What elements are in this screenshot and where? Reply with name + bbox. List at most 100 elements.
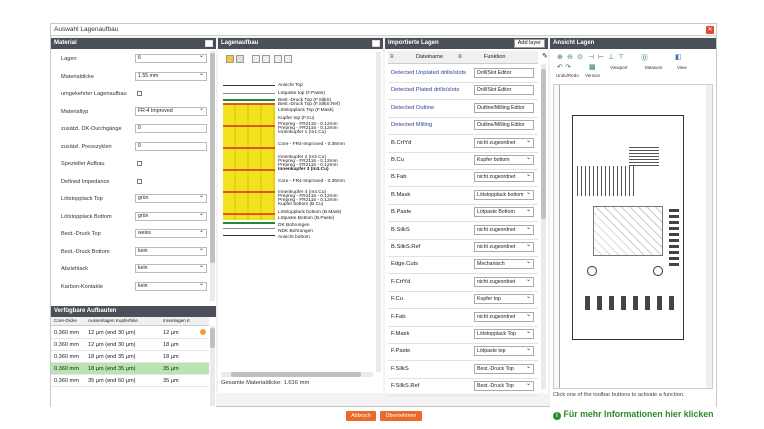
editor-button[interactable]: Drill/Slot Editor bbox=[474, 85, 534, 96]
layer-label[interactable]: Innenkupfer 3 (In3.Cu) bbox=[278, 167, 329, 172]
apply-button[interactable]: Übernehmen bbox=[380, 411, 422, 421]
material-input[interactable]: 0 bbox=[135, 124, 207, 133]
function-select[interactable]: nicht zugeordnet bbox=[474, 137, 534, 148]
material-select[interactable]: FR-4 Improved bbox=[135, 106, 207, 116]
function-select[interactable]: Best.-Druck Top bbox=[474, 380, 534, 392]
col-function[interactable]: Funktion bbox=[484, 54, 506, 60]
editor-button[interactable]: Outline/Milling Editor bbox=[474, 120, 534, 131]
layer-label[interactable]: Prepreg - FR2116 - 0.12mm bbox=[278, 159, 338, 164]
function-select[interactable]: Lötstopplack bottom bbox=[474, 189, 534, 200]
lagen-vscroll[interactable] bbox=[376, 52, 381, 372]
pan-right-icon[interactable]: ⊢ bbox=[598, 54, 605, 61]
layer-label[interactable]: Ansicht Top bbox=[278, 83, 303, 88]
layer-label[interactable]: Core - FR4-Improved - 0.36mm bbox=[278, 179, 345, 184]
layer-label[interactable]: Lötstopplack Top (F.Mask) bbox=[278, 108, 334, 113]
move-up-icon[interactable] bbox=[252, 55, 260, 63]
col-filename[interactable]: Dateiname bbox=[416, 54, 444, 60]
add-layer-button[interactable]: Add layer bbox=[513, 39, 545, 48]
info-link[interactable]: i Für mehr Informationen hier klicken bbox=[553, 409, 714, 420]
table-row[interactable]: 0.360 mm 35 µm (end 60 µm) 35 µm bbox=[51, 375, 209, 387]
material-checkbox[interactable] bbox=[137, 91, 142, 96]
function-select[interactable]: Kupfer bottom bbox=[474, 154, 534, 165]
material-checkbox[interactable] bbox=[137, 178, 142, 184]
material-select[interactable]: kein bbox=[135, 263, 207, 273]
add-layer-icon[interactable] bbox=[226, 55, 234, 63]
layer-label[interactable]: Lötstopplack bottom (B.Mask) bbox=[278, 210, 342, 215]
editor-button[interactable]: Drill/Slot Editor bbox=[474, 68, 534, 78]
table-row[interactable]: 0.360 mm 12 µm (end 30 µm) 12 µm bbox=[51, 327, 209, 339]
canvas-scrollbar[interactable] bbox=[706, 85, 712, 388]
close-icon[interactable]: ✕ bbox=[706, 26, 714, 34]
sort-icon[interactable]: ≡ bbox=[458, 54, 462, 60]
material-select[interactable]: kein bbox=[135, 246, 207, 256]
layers-view-icon[interactable]: ◧ bbox=[675, 54, 682, 61]
layer-label[interactable]: Kupfer bottom (B.Cu) bbox=[278, 202, 324, 207]
layer-label[interactable]: Prepreg - FR2116 - 0.12mm bbox=[278, 126, 338, 131]
layer-label[interactable]: Kupfer top (F.Cu) bbox=[278, 116, 315, 121]
zoom-fit-icon[interactable]: ⊙ bbox=[577, 54, 583, 61]
layer-label[interactable]: Prepreg - FR2116 - 0.12mm bbox=[278, 194, 338, 199]
layer-label[interactable]: Innenkupfer 4 (In4.Cu) bbox=[278, 190, 326, 195]
maximize-icon[interactable] bbox=[372, 40, 380, 47]
redo-icon[interactable]: ↷ bbox=[565, 64, 571, 71]
function-select[interactable]: nicht zugeordnet bbox=[474, 311, 534, 322]
material-checkbox[interactable] bbox=[137, 161, 142, 166]
material-select[interactable]: grün bbox=[135, 211, 207, 221]
layer-label[interactable]: Core - FR4-Improved - 0.36mm bbox=[278, 142, 345, 147]
layer-bottom-icon[interactable] bbox=[284, 55, 292, 63]
function-select[interactable]: nicht zugeordnet bbox=[474, 276, 534, 287]
layer-label[interactable]: Ansicht bottom bbox=[278, 235, 310, 240]
zoom-in-icon[interactable]: ⊕ bbox=[557, 54, 563, 61]
cancel-button[interactable]: Abbruch bbox=[346, 411, 376, 421]
table-row[interactable]: 0.360 mm 18 µm (end 35 µm) 35 µm bbox=[51, 363, 209, 375]
layer-label[interactable]: NDK Bohrungen bbox=[278, 229, 313, 234]
function-select[interactable]: nicht zugeordnet bbox=[474, 241, 534, 252]
layer-label[interactable]: Prepreg - FR2116 - 0.12mm bbox=[278, 198, 338, 203]
material-scrollbar[interactable] bbox=[210, 51, 215, 301]
pan-up-icon[interactable]: ⊥ bbox=[608, 54, 615, 61]
function-select[interactable]: nicht zugeordnet bbox=[474, 171, 534, 183]
layer-label[interactable]: Prepreg - FR2116 - 0.12mm bbox=[278, 122, 338, 127]
layer-label[interactable]: Best.-Druck Top (F.SilkS) bbox=[278, 98, 332, 103]
buildups-scrollbar[interactable] bbox=[210, 326, 215, 406]
maximize-icon[interactable] bbox=[205, 40, 213, 47]
move-down-icon[interactable] bbox=[262, 55, 270, 63]
layer-label[interactable]: Innenkupfer 2 (In2.Cu) bbox=[278, 155, 326, 160]
layer-label[interactable]: Lötpaste top (F.Paste) bbox=[278, 91, 325, 96]
remove-layer-icon[interactable] bbox=[236, 55, 244, 63]
material-select[interactable]: grün bbox=[135, 193, 207, 203]
measure-icon[interactable]: ⓪ bbox=[641, 55, 648, 62]
version-icon[interactable]: ▦ bbox=[589, 64, 596, 71]
function-select[interactable]: Mechanisch bbox=[474, 258, 534, 270]
pan-down-icon[interactable]: ⊤ bbox=[618, 54, 625, 61]
edit-icon[interactable]: ✎ bbox=[542, 53, 548, 60]
function-select[interactable]: Lötpaste Bottom bbox=[474, 206, 534, 218]
dialog-window: Auswahl Lagenaufbau ✕ Material Lagen6Mat… bbox=[50, 23, 717, 421]
function-select[interactable]: Best.-Druck Top bbox=[474, 363, 534, 374]
table-row[interactable]: 0.360 mm 18 µm (end 35 µm) 18 µm bbox=[51, 351, 209, 363]
material-select[interactable]: 6 bbox=[135, 53, 207, 63]
undo-icon[interactable]: ↶ bbox=[557, 64, 563, 71]
layer-label[interactable]: Lötpaste Bottom (B.Paste) bbox=[278, 216, 335, 221]
function-select[interactable]: Lötstopplack Top bbox=[474, 328, 534, 339]
sort-icon[interactable]: ≡ bbox=[390, 54, 394, 60]
table-row[interactable]: 0.360 mm 12 µm (end 30 µm) 18 µm bbox=[51, 339, 209, 351]
pan-left-icon[interactable]: ⊣ bbox=[588, 54, 595, 61]
editor-button[interactable]: Outline/Milling Editor bbox=[474, 102, 534, 113]
layer-label[interactable]: Best.-Druck Top (F.SilkS.Ref) bbox=[278, 102, 341, 107]
layer-label[interactable]: Innenkupfer 1 (In1.Cu) bbox=[278, 130, 326, 135]
lagen-hscroll[interactable] bbox=[221, 372, 373, 377]
zoom-out-icon[interactable]: ⊖ bbox=[567, 54, 573, 61]
layer-label[interactable]: DK Bohrungen bbox=[278, 223, 310, 228]
import-scrollbar[interactable] bbox=[541, 64, 546, 389]
material-select[interactable]: weiss bbox=[135, 228, 207, 238]
function-select[interactable]: Kupfer top bbox=[474, 293, 534, 305]
layer-label[interactable]: Prepreg - FR2116 - 0.12mm bbox=[278, 163, 338, 168]
function-select[interactable]: Lötpaste top bbox=[474, 345, 534, 357]
material-input[interactable]: 0 bbox=[135, 141, 207, 151]
function-select[interactable]: nicht zugeordnet bbox=[474, 224, 534, 235]
layer-top-icon[interactable] bbox=[274, 55, 282, 63]
material-select[interactable]: kein bbox=[135, 281, 207, 291]
pcb-canvas[interactable] bbox=[553, 84, 713, 389]
material-select[interactable]: 1.55 mm bbox=[135, 71, 207, 81]
